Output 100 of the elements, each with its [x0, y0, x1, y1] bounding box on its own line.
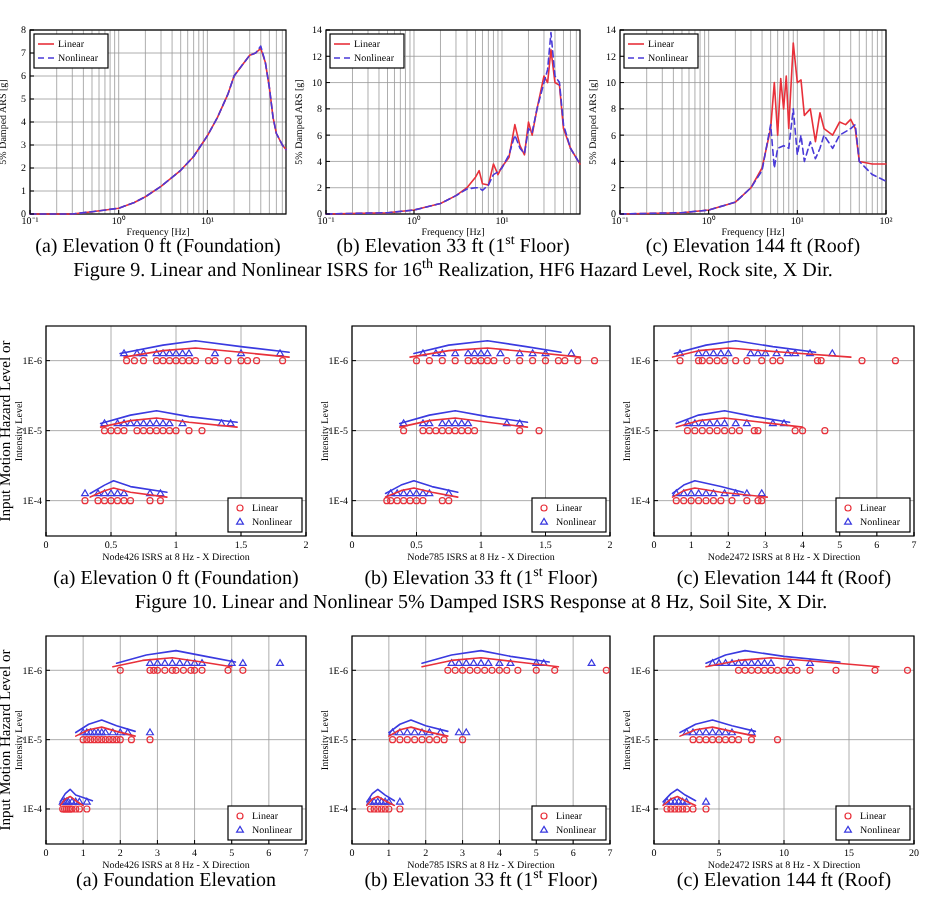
- point: [754, 497, 762, 505]
- point: [516, 357, 524, 365]
- line-series: [673, 339, 817, 355]
- point: [396, 736, 404, 744]
- point: [79, 728, 88, 736]
- caption: Figure 10. Linear and Nonlinear 5% Damped ISRS Response at 8 Hz, Soil Site, X Dir.: [134, 592, 828, 614]
- point: [758, 357, 766, 365]
- point: [172, 349, 180, 357]
- point: [159, 427, 167, 435]
- point: [715, 659, 723, 667]
- point: [757, 489, 766, 497]
- point: [440, 736, 448, 744]
- point: [760, 659, 769, 667]
- point: [458, 736, 467, 744]
- point: [425, 419, 434, 427]
- point: [159, 357, 167, 365]
- point: [123, 728, 132, 736]
- point: [709, 489, 718, 497]
- point: [81, 497, 89, 505]
- point: [123, 357, 131, 365]
- point: [477, 659, 485, 667]
- point: [451, 349, 460, 357]
- point: [506, 659, 515, 667]
- point: [694, 349, 703, 357]
- point: [227, 659, 236, 667]
- point: [786, 659, 795, 667]
- point: [758, 497, 766, 505]
- point: [185, 349, 193, 357]
- point: [705, 419, 714, 427]
- point: [663, 797, 671, 805]
- point: [86, 736, 95, 744]
- point: [101, 736, 110, 744]
- point: [165, 357, 174, 365]
- point: [165, 427, 174, 435]
- point: [387, 497, 395, 505]
- point: [81, 489, 89, 497]
- point: [90, 728, 99, 736]
- point: [828, 349, 837, 357]
- point: [747, 659, 756, 667]
- point: [425, 728, 434, 736]
- point: [107, 489, 115, 497]
- point: [481, 666, 489, 674]
- point: [780, 419, 788, 427]
- point: [445, 497, 453, 505]
- point: [690, 419, 699, 427]
- point: [464, 349, 473, 357]
- point: [113, 419, 122, 427]
- point: [107, 497, 115, 505]
- point: [590, 357, 599, 365]
- point: [403, 728, 412, 736]
- point: [732, 357, 740, 365]
- point: [425, 427, 433, 435]
- point: [406, 489, 415, 497]
- point: [678, 797, 687, 805]
- point: [720, 427, 729, 435]
- point: [83, 805, 91, 813]
- point: [211, 357, 219, 365]
- point: [695, 728, 704, 736]
- point: [395, 797, 404, 805]
- point: [444, 666, 452, 674]
- point: [396, 805, 404, 813]
- point: [190, 666, 199, 674]
- point: [152, 427, 161, 435]
- point: [438, 427, 446, 435]
- point: [574, 357, 582, 365]
- point: [731, 489, 740, 497]
- line-series: [74, 719, 136, 734]
- point: [734, 659, 743, 667]
- point: [400, 497, 408, 505]
- point: [462, 659, 471, 667]
- point: [746, 349, 755, 357]
- point: [470, 349, 479, 357]
- point: [418, 728, 427, 736]
- point: [671, 805, 679, 813]
- line-series: [388, 719, 449, 734]
- point: [105, 736, 113, 744]
- point: [760, 666, 769, 674]
- point: [451, 666, 459, 674]
- point: [706, 357, 714, 365]
- point: [769, 357, 777, 365]
- point: [720, 489, 729, 497]
- point: [496, 349, 505, 357]
- point: [676, 349, 684, 357]
- point: [185, 427, 193, 435]
- point: [731, 419, 740, 427]
- point: [477, 357, 485, 365]
- point: [82, 797, 91, 805]
- point: [747, 666, 756, 674]
- line-series: [115, 649, 237, 665]
- point: [100, 489, 109, 497]
- point: [780, 666, 788, 674]
- point: [419, 427, 427, 435]
- point: [734, 736, 743, 744]
- point: [477, 349, 485, 357]
- point: [146, 728, 154, 736]
- text: (b) Elevation 33 ft (1$^{st}$ Floor): [364, 564, 598, 590]
- point: [451, 427, 459, 435]
- point: [168, 666, 176, 674]
- point: [754, 659, 762, 667]
- point: [178, 357, 187, 365]
